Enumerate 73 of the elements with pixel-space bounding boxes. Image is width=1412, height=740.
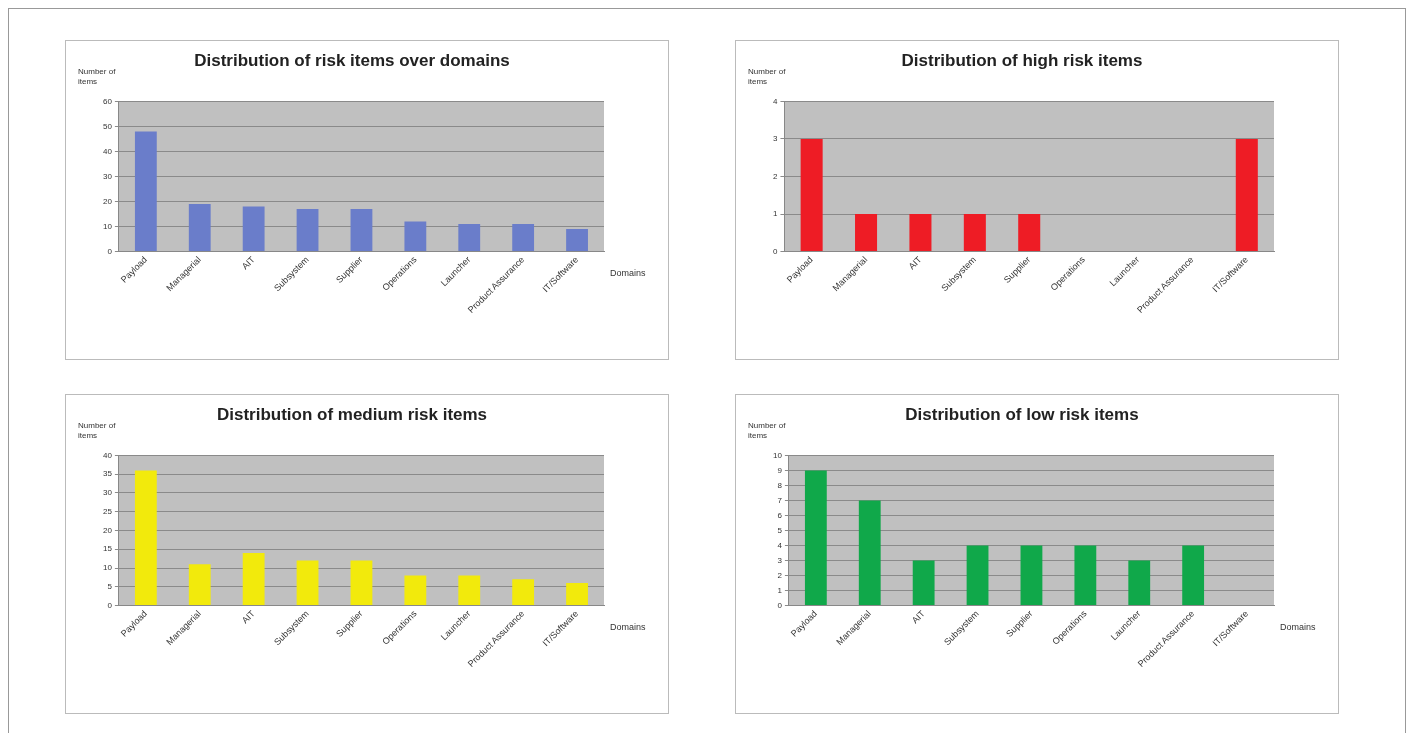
bar bbox=[242, 206, 265, 252]
bar bbox=[296, 209, 319, 252]
x-tick-label: AIT bbox=[239, 608, 258, 626]
bar bbox=[188, 204, 211, 252]
bar bbox=[512, 579, 535, 606]
bar bbox=[566, 229, 588, 252]
y-tick-label: 6 bbox=[777, 510, 783, 520]
x-tick-label: AIT bbox=[909, 608, 928, 626]
y-tick-label: 2 bbox=[773, 171, 778, 181]
y-tick-label: 40 bbox=[102, 146, 113, 156]
y-tick-label: 20 bbox=[102, 196, 113, 206]
y-tick-label: 35 bbox=[102, 469, 113, 479]
bar bbox=[296, 560, 319, 606]
y-tick-label: 50 bbox=[102, 121, 113, 131]
x-axis-title: Domains bbox=[1280, 622, 1317, 633]
bar bbox=[1182, 545, 1205, 606]
y-tick-label: 1 bbox=[773, 209, 778, 219]
bar bbox=[804, 470, 827, 606]
y-tick-label: 30 bbox=[102, 171, 113, 181]
y-axis-title: Number of items bbox=[78, 67, 117, 87]
y-tick-label: 25 bbox=[102, 506, 113, 516]
y-tick-label: 0 bbox=[777, 600, 783, 610]
x-axis-title: Domains bbox=[610, 268, 647, 279]
y-tick-label: 3 bbox=[773, 134, 778, 144]
y-axis-title: Number of items bbox=[748, 67, 787, 87]
bar bbox=[242, 553, 265, 606]
bar bbox=[966, 545, 989, 606]
y-tick-label: 2 bbox=[777, 570, 783, 580]
y-tick-label: 0 bbox=[107, 600, 113, 610]
y-tick-label: 10 bbox=[102, 221, 113, 231]
y-tick-label: 60 bbox=[102, 96, 113, 106]
y-tick-label: 1 bbox=[777, 585, 783, 595]
y-tick-label: 20 bbox=[102, 525, 113, 535]
bar bbox=[512, 224, 535, 252]
y-tick-label: 4 bbox=[773, 96, 778, 106]
bar bbox=[350, 209, 373, 252]
y-tick-label: 10 bbox=[772, 450, 783, 460]
y-tick-label: 10 bbox=[102, 563, 113, 573]
x-tick-label: AIT bbox=[906, 254, 924, 272]
bar bbox=[1128, 560, 1151, 606]
bar bbox=[188, 564, 211, 606]
bar bbox=[566, 583, 588, 606]
y-tick-label: 5 bbox=[777, 525, 783, 535]
y-tick-label: 3 bbox=[777, 555, 783, 565]
y-tick-label: 4 bbox=[777, 540, 783, 550]
y-tick-label: 7 bbox=[777, 495, 783, 505]
bar bbox=[350, 560, 373, 606]
bar bbox=[134, 470, 157, 606]
bar bbox=[404, 221, 427, 252]
bar bbox=[458, 224, 481, 252]
y-tick-label: 15 bbox=[102, 544, 113, 554]
x-tick-label: AIT bbox=[239, 254, 258, 272]
y-tick-label: 0 bbox=[107, 246, 113, 256]
chart-title: Distribution of low risk items bbox=[905, 404, 1139, 424]
y-tick-label: 9 bbox=[777, 465, 783, 475]
bar bbox=[404, 575, 427, 606]
bar bbox=[134, 131, 157, 252]
y-axis-title: Number of items bbox=[748, 421, 787, 441]
y-axis-title: Number of items bbox=[78, 421, 117, 441]
bar bbox=[1020, 545, 1043, 606]
y-tick-label: 0 bbox=[773, 246, 778, 256]
chart-title: Distribution of medium risk items bbox=[216, 404, 488, 424]
bar bbox=[458, 575, 481, 606]
bar bbox=[1074, 545, 1097, 606]
x-axis-title: Domains bbox=[610, 622, 647, 633]
y-tick-label: 5 bbox=[107, 582, 113, 592]
y-tick-label: 8 bbox=[777, 480, 783, 490]
chart-title: Distribution of risk items over domains bbox=[194, 50, 510, 70]
bar bbox=[912, 560, 935, 606]
bar bbox=[858, 500, 881, 606]
y-tick-label: 40 bbox=[102, 450, 113, 460]
chart-title: Distribution of high risk items bbox=[901, 50, 1143, 70]
y-tick-label: 30 bbox=[102, 488, 113, 498]
